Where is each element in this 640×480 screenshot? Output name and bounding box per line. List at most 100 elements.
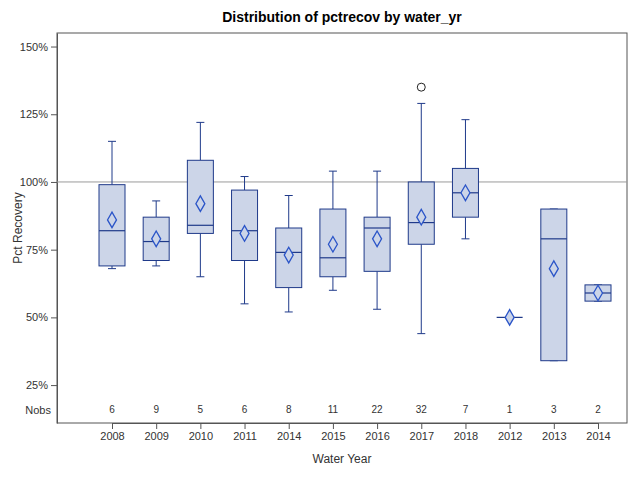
x-tick: 2011 bbox=[233, 423, 257, 442]
x-tick: 2016 bbox=[365, 423, 389, 442]
y-tick-mark bbox=[51, 47, 57, 48]
y-tick-label: 75% bbox=[26, 244, 48, 256]
mean-marker bbox=[505, 310, 514, 326]
x-tick-mark bbox=[156, 423, 157, 429]
lower-whisker bbox=[200, 233, 201, 276]
x-tick-mark bbox=[554, 423, 555, 429]
nobs-value: 9 bbox=[153, 404, 159, 415]
iqr-box bbox=[452, 168, 478, 217]
min-cap bbox=[285, 311, 293, 312]
y-tick: 25% bbox=[26, 379, 57, 391]
plot-area bbox=[57, 83, 627, 361]
iqr-box bbox=[232, 190, 258, 260]
y-tick: 150% bbox=[20, 41, 57, 53]
min-cap bbox=[329, 290, 337, 291]
plot-frame bbox=[57, 33, 627, 423]
x-tick-mark bbox=[421, 423, 422, 429]
x-tick-label: 2014 bbox=[586, 430, 610, 442]
x-tick-label: 2010 bbox=[189, 430, 213, 442]
x-tick: 2009 bbox=[144, 423, 168, 442]
x-tick-mark bbox=[333, 423, 334, 429]
y-axis: 25% 50% 75% 100% 125% 150% bbox=[20, 34, 58, 424]
x-tick: 2018 bbox=[454, 423, 478, 442]
lower-whisker bbox=[156, 261, 157, 266]
nobs-value: 8 bbox=[286, 404, 292, 415]
y-tick-mark bbox=[51, 114, 57, 115]
mean-marker bbox=[417, 209, 426, 225]
y-axis-line bbox=[57, 34, 58, 424]
iqr-box bbox=[541, 209, 567, 361]
nobs-value: 1 bbox=[507, 404, 513, 415]
x-tick-label: 2011 bbox=[233, 430, 257, 442]
y-axis-title: Pct Recovery bbox=[11, 192, 25, 263]
outlier bbox=[417, 83, 425, 91]
y-tick-label: 100% bbox=[20, 176, 48, 188]
box bbox=[99, 141, 125, 268]
x-axis-line bbox=[113, 423, 599, 424]
iqr-box bbox=[408, 182, 434, 244]
y-tick-mark bbox=[51, 385, 57, 386]
mean-marker bbox=[461, 185, 470, 201]
lower-whisker bbox=[332, 277, 333, 291]
y-tick: 125% bbox=[20, 108, 57, 120]
iqr-box bbox=[585, 285, 611, 301]
x-tick: 2013 bbox=[542, 423, 566, 442]
upper-whisker bbox=[200, 122, 201, 160]
iqr-box bbox=[364, 217, 390, 271]
x-tick-label: 2018 bbox=[454, 430, 478, 442]
box bbox=[232, 177, 258, 304]
y-tick: 50% bbox=[26, 311, 57, 323]
box bbox=[585, 285, 611, 301]
nobs-value: 6 bbox=[242, 404, 248, 415]
y-tick-label: 125% bbox=[20, 108, 48, 120]
iqr-box bbox=[143, 217, 169, 260]
box bbox=[408, 83, 434, 333]
x-tick: 2014 bbox=[586, 423, 610, 442]
upper-whisker bbox=[288, 196, 289, 229]
min-cap bbox=[241, 303, 249, 304]
max-cap bbox=[417, 103, 425, 104]
median-line bbox=[99, 230, 125, 231]
box bbox=[276, 196, 302, 312]
nobs-value: 3 bbox=[551, 404, 557, 415]
x-axis: 2008200920102011201420152016201720182012… bbox=[100, 423, 610, 442]
box bbox=[143, 201, 169, 266]
median-line bbox=[541, 238, 567, 239]
x-tick: 2015 bbox=[321, 423, 345, 442]
box bbox=[452, 120, 478, 239]
nobs-value: 6 bbox=[109, 404, 115, 415]
upper-whisker bbox=[244, 177, 245, 191]
x-tick-label: 2014 bbox=[277, 430, 301, 442]
nobs-value: 22 bbox=[372, 404, 384, 415]
x-tick-mark bbox=[510, 423, 511, 429]
x-tick-mark bbox=[289, 423, 290, 429]
nobs-value: 7 bbox=[463, 404, 469, 415]
title: Distribution of pctrecov by water_yr bbox=[222, 9, 462, 25]
x-tick: 2014 bbox=[277, 423, 301, 442]
min-cap bbox=[373, 309, 381, 310]
x-tick-label: 2015 bbox=[321, 430, 345, 442]
y-tick-mark bbox=[51, 317, 57, 318]
max-cap bbox=[241, 176, 249, 177]
mean-marker bbox=[594, 285, 603, 301]
max-cap bbox=[461, 119, 469, 120]
x-tick-label: 2009 bbox=[144, 430, 168, 442]
y-tick-label: 25% bbox=[26, 379, 48, 391]
x-tick-label: 2013 bbox=[542, 430, 566, 442]
x-tick-mark bbox=[112, 423, 113, 429]
x-tick-label: 2016 bbox=[365, 430, 389, 442]
y-tick-mark bbox=[51, 250, 57, 251]
mean-marker bbox=[284, 247, 293, 263]
x-tick: 2012 bbox=[498, 423, 522, 442]
y-tick: 100% bbox=[20, 176, 57, 188]
min-cap bbox=[196, 276, 204, 277]
x-tick-mark bbox=[598, 423, 599, 429]
lower-whisker bbox=[421, 244, 422, 333]
mean-marker bbox=[328, 236, 337, 252]
mean-marker bbox=[549, 261, 558, 277]
iqr-box bbox=[276, 228, 302, 288]
min-cap bbox=[417, 333, 425, 334]
x-tick-mark bbox=[200, 423, 201, 429]
upper-whisker bbox=[421, 103, 422, 182]
x-tick-mark bbox=[465, 423, 466, 429]
